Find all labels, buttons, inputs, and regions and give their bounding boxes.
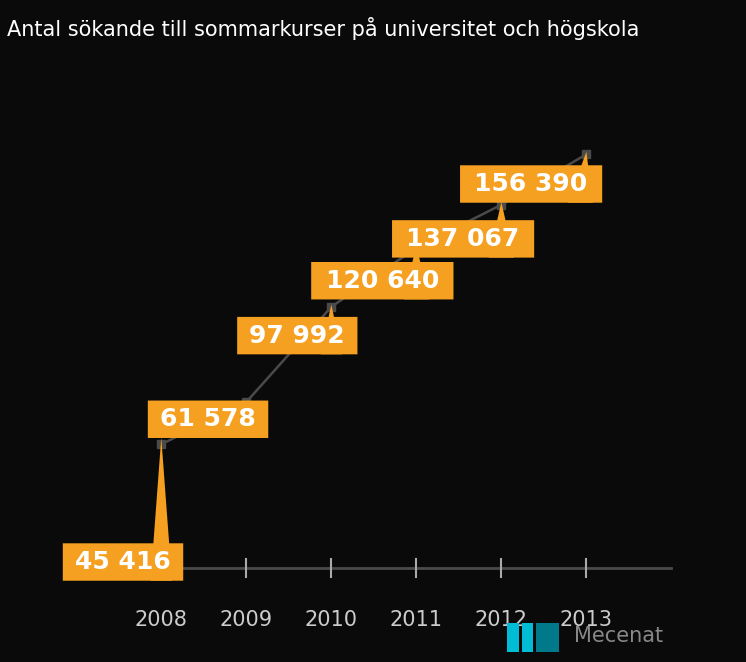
FancyBboxPatch shape [148,401,269,438]
FancyBboxPatch shape [311,262,454,299]
FancyBboxPatch shape [63,544,184,581]
Polygon shape [151,438,172,581]
Text: 2012: 2012 [475,610,528,630]
Polygon shape [236,401,257,438]
Polygon shape [568,152,593,203]
Text: 2008: 2008 [135,610,188,630]
Polygon shape [321,305,342,354]
Text: 2011: 2011 [390,610,443,630]
Polygon shape [404,245,429,299]
Text: 45 416: 45 416 [75,550,171,574]
Text: 137 067: 137 067 [407,227,520,251]
Bar [507,622,518,651]
Polygon shape [489,202,514,258]
Text: 156 390: 156 390 [474,172,588,196]
Bar [548,622,559,651]
Text: 2013: 2013 [560,610,613,630]
Bar [536,622,548,651]
Text: 2010: 2010 [305,610,358,630]
Text: 97 992: 97 992 [249,324,345,348]
FancyBboxPatch shape [237,317,357,354]
Text: Antal sökande till sommarkurser på universitet och högskola: Antal sökande till sommarkurser på unive… [7,17,640,40]
Bar [522,622,533,651]
Text: 61 578: 61 578 [160,407,256,431]
Text: 120 640: 120 640 [326,269,439,293]
Text: Mecenat: Mecenat [574,626,663,645]
FancyBboxPatch shape [460,166,602,203]
FancyBboxPatch shape [392,220,534,258]
Text: 2009: 2009 [220,610,273,630]
